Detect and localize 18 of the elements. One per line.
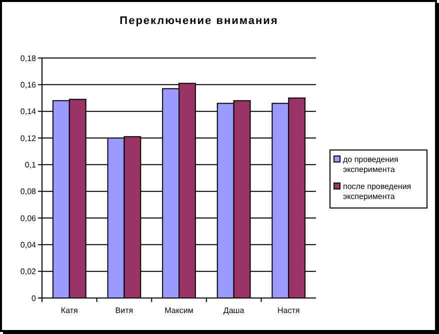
y-tick-label: 0,1 (24, 160, 37, 170)
y-tick-label: 0,16 (20, 80, 37, 90)
x-tick-label: Катя (60, 306, 78, 315)
y-tick-label: 0 (32, 294, 37, 303)
chart-title: Переключение внимания (120, 15, 278, 27)
x-tick-label: Витя (115, 306, 134, 315)
legend-label: после проведения эксперимента (343, 182, 412, 201)
y-tick-label: 0,06 (20, 214, 37, 223)
y-tick-label: 0,18 (20, 54, 37, 63)
legend-label: до проведения эксперимента (343, 155, 398, 174)
y-tick-label: 0,02 (20, 267, 37, 276)
y-tick-label: 0,08 (20, 187, 37, 196)
x-tick-label: Настя (277, 306, 300, 315)
y-tick-label: 0,12 (20, 134, 37, 143)
y-tick-label: 0,04 (20, 240, 37, 250)
x-tick-label: Максим (164, 306, 194, 315)
x-tick-label: Даша (223, 306, 245, 315)
y-tick-label: 0,14 (20, 107, 37, 116)
